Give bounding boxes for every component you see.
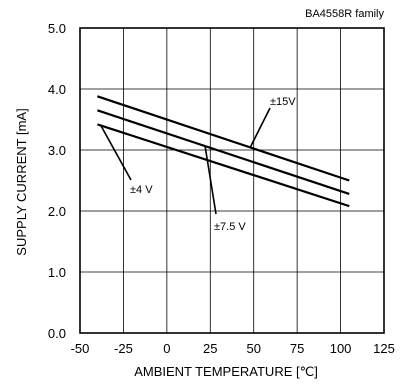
y-tick-label: 2.0 (48, 204, 66, 219)
x-axis-title: AMBIENT TEMPERATURE [℃] (134, 364, 318, 379)
annotation-leader (204, 145, 217, 215)
x-tick-label: 50 (246, 341, 260, 356)
series-line-0 (97, 95, 350, 182)
chart-title: BA4558R family (305, 8, 384, 20)
y-tick-label: 4.0 (48, 82, 66, 97)
x-tick-label: 75 (290, 341, 304, 356)
x-tick-label: -25 (114, 341, 133, 356)
y-tick-label: 3.0 (48, 143, 66, 158)
series-group (97, 95, 350, 208)
series-line-2 (97, 123, 350, 208)
x-tick-label: 0 (163, 341, 170, 356)
x-tick-label: 125 (373, 341, 395, 356)
annotations: ±15V ±7.5 V ±4 V (100, 96, 296, 233)
y-tick-label: 1.0 (48, 265, 66, 280)
series-label: ±4 V (130, 184, 153, 196)
x-tick-label: 100 (330, 341, 352, 356)
annotation-leader (100, 125, 132, 181)
x-tick-label: 25 (203, 341, 217, 356)
series-label: ±7.5 V (214, 221, 246, 233)
x-tick-label: -50 (71, 341, 90, 356)
y-tick-label: 5.0 (48, 21, 66, 36)
series-label: ±15V (270, 96, 296, 108)
grid (80, 28, 384, 333)
y-tick-labels: 0.0 1.0 2.0 3.0 4.0 5.0 (48, 21, 66, 341)
series-line-1 (97, 109, 350, 195)
plot-frame (79, 27, 385, 334)
y-tick-label: 0.0 (48, 326, 66, 341)
x-tick-labels: -50 -25 0 25 50 75 100 125 (71, 341, 395, 356)
annotation-leader (249, 107, 271, 148)
y-axis-title: SUPPLY CURRENT [mA] (14, 108, 29, 255)
